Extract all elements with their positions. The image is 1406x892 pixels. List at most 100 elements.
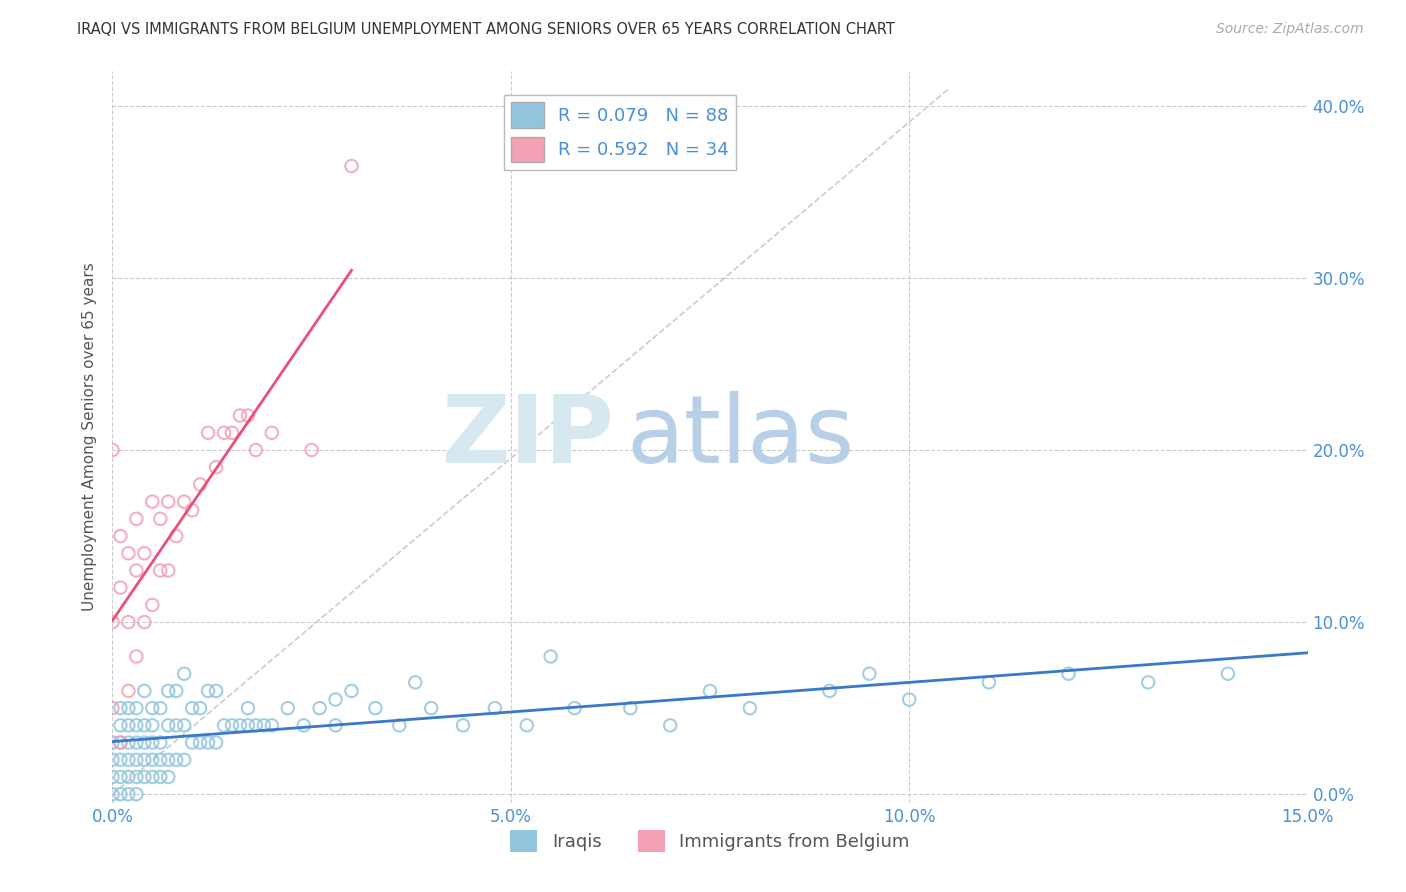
Point — [221, 718, 243, 732]
Point — [229, 718, 252, 732]
Point — [197, 684, 219, 698]
Point — [157, 494, 180, 508]
Point — [141, 718, 163, 732]
Point — [110, 735, 132, 749]
Point — [1137, 675, 1160, 690]
Point — [245, 442, 267, 457]
Point — [117, 753, 139, 767]
Point — [301, 442, 323, 457]
Point — [364, 701, 387, 715]
Point — [125, 564, 148, 578]
Point — [101, 701, 124, 715]
Point — [818, 684, 841, 698]
Text: ZIP: ZIP — [441, 391, 614, 483]
Point — [325, 692, 347, 706]
Point — [205, 684, 228, 698]
Point — [117, 787, 139, 801]
Point — [308, 701, 330, 715]
Point — [738, 701, 761, 715]
Point — [245, 718, 267, 732]
Point — [149, 770, 172, 784]
Point — [101, 753, 124, 767]
Point — [277, 701, 299, 715]
Point — [134, 684, 156, 698]
Point — [516, 718, 538, 732]
Point — [149, 753, 172, 767]
Point — [564, 701, 586, 715]
Point — [101, 770, 124, 784]
Point — [149, 564, 172, 578]
Point — [141, 598, 163, 612]
Point — [540, 649, 562, 664]
Point — [404, 675, 426, 690]
Point — [134, 546, 156, 560]
Point — [340, 159, 363, 173]
Point — [205, 460, 228, 475]
Point — [898, 692, 921, 706]
Point — [165, 529, 187, 543]
Point — [253, 718, 276, 732]
Point — [157, 718, 180, 732]
Y-axis label: Unemployment Among Seniors over 65 years: Unemployment Among Seniors over 65 years — [82, 263, 97, 611]
Point — [451, 718, 474, 732]
Point — [117, 546, 139, 560]
Point — [325, 718, 347, 732]
Point — [173, 753, 195, 767]
Point — [141, 701, 163, 715]
Point — [420, 701, 443, 715]
Point — [157, 770, 180, 784]
Point — [659, 718, 682, 732]
Point — [1057, 666, 1080, 681]
Point — [197, 425, 219, 440]
Point — [125, 701, 148, 715]
Point — [117, 684, 139, 698]
Point — [165, 753, 187, 767]
Point — [110, 770, 132, 784]
Point — [134, 770, 156, 784]
Point — [977, 675, 1000, 690]
Point — [173, 494, 195, 508]
Point — [141, 735, 163, 749]
Point — [134, 735, 156, 749]
Point — [173, 718, 195, 732]
Text: IRAQI VS IMMIGRANTS FROM BELGIUM UNEMPLOYMENT AMONG SENIORS OVER 65 YEARS CORREL: IRAQI VS IMMIGRANTS FROM BELGIUM UNEMPLO… — [77, 22, 896, 37]
Point — [110, 753, 132, 767]
Point — [340, 684, 363, 698]
Point — [157, 684, 180, 698]
Point — [125, 787, 148, 801]
Text: atlas: atlas — [627, 391, 855, 483]
Point — [188, 735, 211, 749]
Point — [134, 718, 156, 732]
Point — [125, 718, 148, 732]
Point — [212, 718, 235, 732]
Point — [141, 770, 163, 784]
Point — [858, 666, 880, 681]
Point — [181, 701, 204, 715]
Point — [125, 753, 148, 767]
Point — [125, 735, 148, 749]
Point — [165, 718, 187, 732]
Point — [181, 735, 204, 749]
Point — [110, 701, 132, 715]
Point — [236, 701, 259, 715]
Point — [188, 701, 211, 715]
Point — [388, 718, 411, 732]
Point — [101, 615, 124, 629]
Point — [699, 684, 721, 698]
Point — [117, 770, 139, 784]
Point — [110, 735, 132, 749]
Point — [141, 753, 163, 767]
Point — [110, 718, 132, 732]
Point — [101, 735, 124, 749]
Point — [188, 477, 211, 491]
Point — [181, 503, 204, 517]
Point — [125, 512, 148, 526]
Point — [101, 787, 124, 801]
Text: Source: ZipAtlas.com: Source: ZipAtlas.com — [1216, 22, 1364, 37]
Point — [260, 718, 283, 732]
Point — [165, 684, 187, 698]
Point — [229, 409, 252, 423]
Point — [110, 529, 132, 543]
Point — [125, 649, 148, 664]
Point — [134, 753, 156, 767]
